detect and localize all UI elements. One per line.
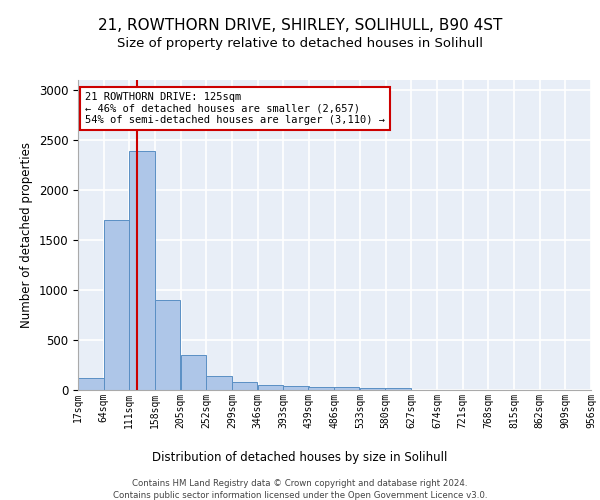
Y-axis label: Number of detached properties: Number of detached properties: [20, 142, 33, 328]
Bar: [257, 384, 283, 390]
Bar: [130, 151, 155, 390]
Text: Contains HM Land Registry data © Crown copyright and database right 2024.: Contains HM Land Registry data © Crown c…: [132, 480, 468, 488]
Bar: [181, 354, 206, 390]
Text: Contains public sector information licensed under the Open Government Licence v3: Contains public sector information licen…: [113, 490, 487, 500]
Bar: [104, 220, 129, 390]
Bar: [155, 300, 181, 390]
Text: 21 ROWTHORN DRIVE: 125sqm
← 46% of detached houses are smaller (2,657)
54% of se: 21 ROWTHORN DRIVE: 125sqm ← 46% of detac…: [85, 92, 385, 125]
Text: Distribution of detached houses by size in Solihull: Distribution of detached houses by size …: [152, 451, 448, 464]
Bar: [360, 388, 385, 390]
Bar: [232, 382, 257, 390]
Text: Size of property relative to detached houses in Solihull: Size of property relative to detached ho…: [117, 38, 483, 51]
Bar: [385, 388, 411, 390]
Bar: [334, 387, 359, 390]
Bar: [283, 386, 309, 390]
Text: 21, ROWTHORN DRIVE, SHIRLEY, SOLIHULL, B90 4ST: 21, ROWTHORN DRIVE, SHIRLEY, SOLIHULL, B…: [98, 18, 502, 32]
Bar: [78, 378, 104, 390]
Bar: [206, 376, 232, 390]
Bar: [308, 387, 334, 390]
